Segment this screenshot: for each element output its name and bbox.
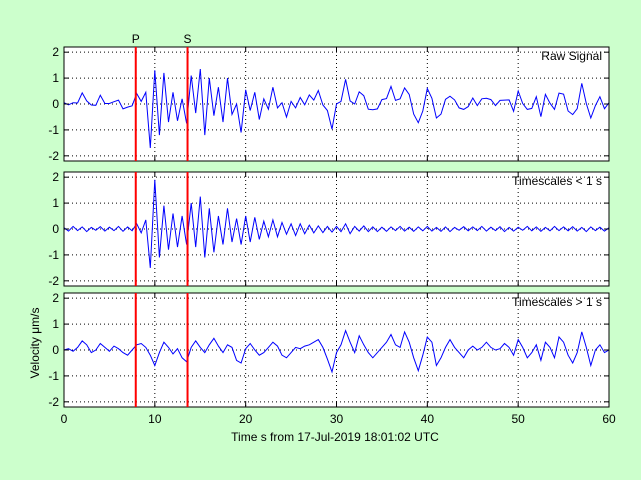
y-tick-label: 0 bbox=[52, 343, 59, 357]
panel-title: Timescales > 1 s bbox=[512, 295, 602, 309]
x-tick-label: 40 bbox=[421, 412, 435, 426]
x-tick-label: 0 bbox=[61, 412, 68, 426]
x-tick-labels: 0 10 20 30 40 50 60 bbox=[61, 412, 616, 426]
y-tick-label: 2 bbox=[52, 170, 59, 184]
trace-high bbox=[63, 179, 610, 268]
phase-label-p: P bbox=[132, 32, 140, 46]
y-axis-label: Velocity μm/s bbox=[28, 308, 42, 379]
y-tick-label: -2 bbox=[48, 395, 59, 409]
panels-group: -2 -1 0 1 2 Raw Signal -2 -1 0 1 2 Timescales < 1 s… bbox=[48, 45, 610, 409]
x-axis-label: Time s from 17-Jul-2019 18:01:02 UTC bbox=[231, 430, 439, 444]
trace-raw bbox=[63, 68, 610, 149]
y-tick-label: -1 bbox=[48, 369, 59, 383]
y-tick-label: 0 bbox=[52, 222, 59, 236]
x-tick-label: 10 bbox=[148, 412, 162, 426]
y-tick-label: -2 bbox=[48, 274, 59, 288]
panel-raw: -2 -1 0 1 2 Raw Signal bbox=[48, 45, 610, 163]
y-tick-label: 1 bbox=[52, 71, 59, 85]
panel-title: Raw Signal bbox=[541, 49, 602, 63]
phase-label-s: S bbox=[184, 32, 192, 46]
y-tick-label: -1 bbox=[48, 123, 59, 137]
y-tick-label: 2 bbox=[52, 291, 59, 305]
y-tick-label: -2 bbox=[48, 149, 59, 163]
y-tick-label: 1 bbox=[52, 317, 59, 331]
x-tick-label: 60 bbox=[602, 412, 616, 426]
panel-low: -2 -1 0 1 2 Timescales > 1 s bbox=[48, 291, 610, 409]
x-tick-label: 30 bbox=[330, 412, 344, 426]
panel-title: Timescales < 1 s bbox=[512, 174, 602, 188]
panel-high: -2 -1 0 1 2 Timescales < 1 s bbox=[48, 170, 610, 288]
x-tick-label: 50 bbox=[511, 412, 525, 426]
y-tick-label: 1 bbox=[52, 196, 59, 210]
trace-low bbox=[63, 329, 610, 374]
x-tick-label: 20 bbox=[239, 412, 253, 426]
y-tick-label: 0 bbox=[52, 97, 59, 111]
y-tick-label: 2 bbox=[52, 45, 59, 59]
y-tick-label: -1 bbox=[48, 248, 59, 262]
